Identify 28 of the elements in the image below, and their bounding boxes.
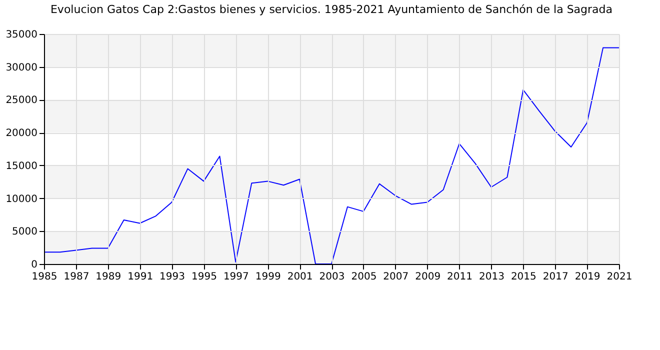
chart-title: Evolucion Gatos Cap 2:Gastos bienes y servicios. 1985-2021 Ayuntamiento de Sanchón de la Sagrada: [50, 3, 613, 16]
x-tick-label: 2003: [319, 272, 345, 282]
y-tick-label: 20000: [6, 128, 38, 140]
x-tick-label: 2013: [478, 272, 504, 282]
x-tick-label: 1997: [223, 272, 249, 282]
x-tick-label: 1995: [191, 272, 217, 282]
y-tick-label: 25000: [6, 95, 38, 106]
x-tick-label: 2001: [287, 272, 313, 282]
x-tick-label: 1985: [32, 272, 58, 282]
y-tick-label: 10000: [6, 194, 38, 205]
y-tick-label: 15000: [6, 160, 38, 172]
x-tick-label: 2005: [351, 272, 377, 282]
x-tick-label: 2011: [447, 272, 473, 282]
x-tick-label: 1987: [64, 272, 90, 282]
x-tick-label: 2019: [574, 272, 600, 282]
x-tick-label: 1989: [96, 272, 122, 282]
x-tick-label: 1993: [160, 272, 186, 282]
x-tick-label: 2009: [415, 272, 441, 282]
x-tick-label: 2015: [510, 272, 536, 282]
y-tick-label: 30000: [6, 62, 38, 74]
y-tick-label: 0: [31, 260, 38, 270]
x-tick-label: 2017: [542, 272, 568, 282]
x-tick-label: 1991: [128, 272, 154, 282]
x-tick-label: 2007: [383, 272, 409, 282]
y-tick-label: 35000: [6, 30, 38, 40]
x-tick-label: 1999: [255, 272, 281, 282]
y-tick-label: 5000: [12, 226, 38, 238]
x-tick-label: 2021: [606, 272, 632, 282]
